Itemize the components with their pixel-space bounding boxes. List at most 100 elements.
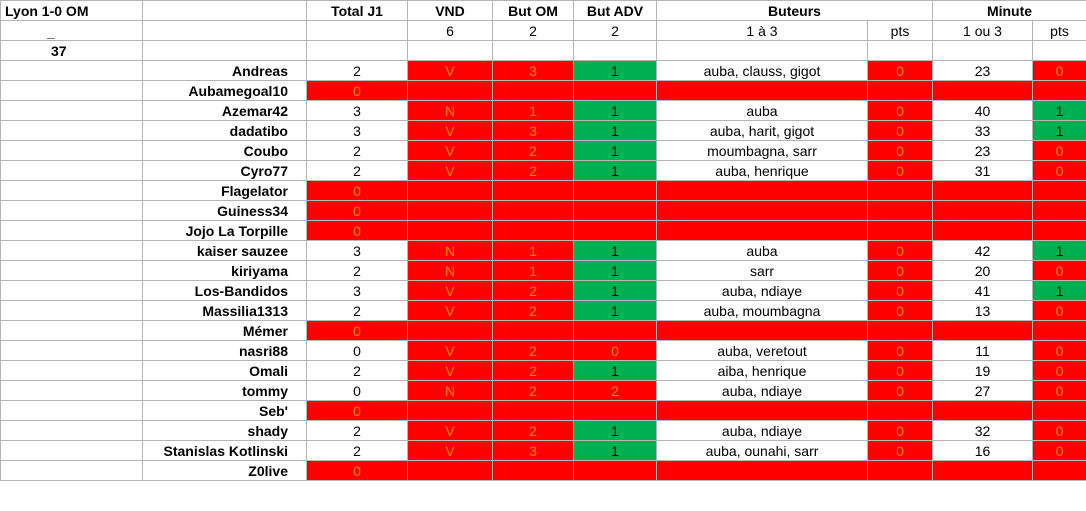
- player-name[interactable]: Seb': [142, 400, 307, 421]
- buteurs-cell[interactable]: aiba, henrique: [656, 360, 868, 381]
- empty-cell[interactable]: [867, 40, 933, 61]
- total-j1-cell[interactable]: 2: [306, 300, 408, 321]
- empty-cell[interactable]: [142, 40, 307, 61]
- total-j1-cell[interactable]: 0: [306, 400, 408, 421]
- dash-cell[interactable]: _: [0, 20, 143, 41]
- empty-red-cell[interactable]: [932, 400, 1033, 421]
- but-om-cell[interactable]: 1: [492, 100, 574, 121]
- empty-cell[interactable]: [306, 40, 408, 61]
- total-number[interactable]: 37: [0, 40, 143, 61]
- buteurs-pts-cell[interactable]: 0: [867, 340, 933, 361]
- empty-red-cell[interactable]: [867, 460, 933, 481]
- empty-red-cell[interactable]: [932, 220, 1033, 241]
- buteurs-cell[interactable]: auba, henrique: [656, 160, 868, 181]
- buteurs-cell[interactable]: auba: [656, 100, 868, 121]
- empty-red-cell[interactable]: [656, 200, 868, 221]
- buteurs-pts-label[interactable]: pts: [867, 20, 933, 41]
- minute-pts-cell[interactable]: 0: [1031, 140, 1086, 161]
- empty-red-cell[interactable]: [492, 400, 574, 421]
- empty-cell[interactable]: [0, 380, 143, 401]
- but-om-cell[interactable]: 3: [492, 440, 574, 461]
- vnd-cell[interactable]: V: [407, 340, 493, 361]
- but-om-cell[interactable]: 2: [492, 300, 574, 321]
- col-minute[interactable]: Minute: [931, 0, 1086, 21]
- empty-red-cell[interactable]: [932, 460, 1033, 481]
- empty-cell[interactable]: [0, 280, 143, 301]
- player-name[interactable]: Massilia1313: [142, 300, 307, 321]
- buteurs-pts-cell[interactable]: 0: [867, 360, 933, 381]
- buteurs-pts-cell[interactable]: 0: [867, 120, 933, 141]
- but-adv-cell[interactable]: 1: [573, 360, 657, 381]
- vnd-cell[interactable]: V: [407, 140, 493, 161]
- but-om-cell[interactable]: 2: [492, 420, 574, 441]
- empty-cell[interactable]: [0, 200, 143, 221]
- minute-cell[interactable]: 32: [932, 420, 1033, 441]
- empty-red-cell[interactable]: [407, 460, 493, 481]
- empty-red-cell[interactable]: [492, 180, 574, 201]
- minute-cell[interactable]: 40: [932, 100, 1033, 121]
- empty-cell[interactable]: [0, 160, 143, 181]
- but-adv-cell[interactable]: 1: [573, 120, 657, 141]
- empty-red-cell[interactable]: [1031, 80, 1086, 101]
- empty-red-cell[interactable]: [932, 320, 1033, 341]
- buteurs-cell[interactable]: auba, clauss, gigot: [656, 60, 868, 81]
- empty-red-cell[interactable]: [573, 320, 657, 341]
- empty-red-cell[interactable]: [492, 80, 574, 101]
- minute-cell[interactable]: 41: [932, 280, 1033, 301]
- total-j1-cell[interactable]: 0: [306, 80, 408, 101]
- empty-cell[interactable]: [573, 40, 657, 61]
- match-title[interactable]: Lyon 1-0 OM: [0, 0, 143, 21]
- player-name[interactable]: tommy: [142, 380, 307, 401]
- but-om-cell[interactable]: 2: [492, 160, 574, 181]
- total-j1-cell[interactable]: 0: [306, 340, 408, 361]
- but-om-points[interactable]: 2: [492, 20, 574, 41]
- minute-cell[interactable]: 16: [932, 440, 1033, 461]
- total-j1-cell[interactable]: 0: [306, 380, 408, 401]
- but-adv-cell[interactable]: 1: [573, 260, 657, 281]
- empty-cell[interactable]: [0, 400, 143, 421]
- total-j1-cell[interactable]: 2: [306, 440, 408, 461]
- minute-pts-cell[interactable]: 0: [1031, 160, 1086, 181]
- player-name[interactable]: kiriyama: [142, 260, 307, 281]
- buteurs-cell[interactable]: moumbagna, sarr: [656, 140, 868, 161]
- empty-cell[interactable]: [0, 340, 143, 361]
- empty-red-cell[interactable]: [867, 180, 933, 201]
- total-j1-cell[interactable]: 0: [306, 320, 408, 341]
- empty-cell[interactable]: [0, 80, 143, 101]
- total-j1-cell[interactable]: 2: [306, 140, 408, 161]
- minute-pts-cell[interactable]: 1: [1031, 120, 1086, 141]
- empty-cell[interactable]: [0, 100, 143, 121]
- buteurs-cell[interactable]: auba, moumbagna: [656, 300, 868, 321]
- buteurs-pts-cell[interactable]: 0: [867, 140, 933, 161]
- empty-cell[interactable]: [0, 440, 143, 461]
- but-om-cell[interactable]: 2: [492, 340, 574, 361]
- vnd-cell[interactable]: V: [407, 420, 493, 441]
- empty-red-cell[interactable]: [656, 320, 868, 341]
- player-name[interactable]: Z0live: [142, 460, 307, 481]
- empty-red-cell[interactable]: [573, 200, 657, 221]
- empty-red-cell[interactable]: [867, 320, 933, 341]
- but-adv-cell[interactable]: 1: [573, 300, 657, 321]
- vnd-cell[interactable]: N: [407, 260, 493, 281]
- buteurs-pts-cell[interactable]: 0: [867, 380, 933, 401]
- minute-pts-cell[interactable]: 1: [1031, 240, 1086, 261]
- empty-red-cell[interactable]: [932, 200, 1033, 221]
- empty-red-cell[interactable]: [407, 320, 493, 341]
- empty-cell[interactable]: [0, 420, 143, 441]
- empty-cell[interactable]: [0, 220, 143, 241]
- empty-cell[interactable]: [0, 260, 143, 281]
- empty-cell[interactable]: [0, 240, 143, 261]
- but-om-cell[interactable]: 2: [492, 360, 574, 381]
- vnd-cell[interactable]: V: [407, 160, 493, 181]
- buteurs-cell[interactable]: auba, ndiaye: [656, 380, 868, 401]
- empty-red-cell[interactable]: [1031, 400, 1086, 421]
- empty-red-cell[interactable]: [867, 80, 933, 101]
- vnd-cell[interactable]: V: [407, 440, 493, 461]
- empty-red-cell[interactable]: [656, 220, 868, 241]
- minute-cell[interactable]: 31: [932, 160, 1033, 181]
- minute-cell[interactable]: 23: [932, 60, 1033, 81]
- empty-cell[interactable]: [0, 140, 143, 161]
- empty-red-cell[interactable]: [407, 80, 493, 101]
- but-adv-cell[interactable]: 1: [573, 420, 657, 441]
- but-adv-cell[interactable]: 1: [573, 100, 657, 121]
